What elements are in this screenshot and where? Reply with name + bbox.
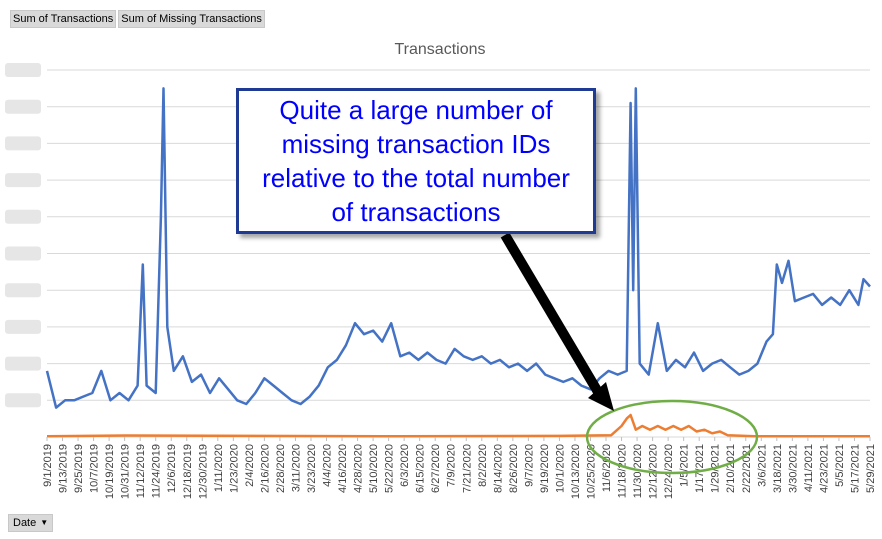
- x-tick-label: 12/24/2020: [663, 444, 675, 499]
- y-tick-label-blurred: [5, 173, 41, 188]
- series-line-missing-transactions: [46, 413, 870, 438]
- x-tick-label: 9/1/2019: [42, 444, 54, 487]
- x-tick-label: 10/1/2020: [554, 444, 566, 493]
- x-tick-label: 9/25/2019: [73, 444, 85, 493]
- dropdown-arrow-icon: ▼: [40, 518, 49, 527]
- x-tick-label: 2/4/2020: [244, 444, 256, 487]
- y-tick-label-blurred: [5, 99, 41, 114]
- callout-arrow: [500, 232, 614, 411]
- x-tick-label: 6/15/2020: [415, 444, 427, 493]
- x-tick-label: 8/26/2020: [508, 444, 520, 493]
- x-tick-label: 3/11/2020: [290, 444, 302, 492]
- x-tick-label: 9/13/2019: [58, 444, 70, 493]
- date-filter-button[interactable]: Date ▼: [8, 514, 54, 532]
- x-tick-label: 7/9/2020: [446, 444, 458, 487]
- x-tick-label: 4/11/2021: [803, 444, 815, 492]
- x-tick-label: 4/4/2020: [322, 444, 334, 487]
- x-tick-label: 2/10/2021: [725, 444, 737, 493]
- x-tick-label: 10/13/2020: [570, 444, 582, 499]
- x-tick-label: 9/19/2020: [539, 444, 551, 493]
- x-tick-label: 1/11/2020: [213, 444, 225, 492]
- x-tick-label: 4/23/2021: [818, 444, 830, 493]
- x-axis-ticks: 9/1/2019 9/13/2019 9/25/2019 10/7/2019 10/19…: [42, 437, 877, 499]
- x-tick-label: 5/10/2020: [368, 444, 380, 493]
- y-tick-label-blurred: [5, 283, 41, 298]
- y-tick-label-blurred: [5, 393, 41, 408]
- x-tick-label: 8/14/2020: [492, 444, 504, 493]
- x-tick-label: 3/30/2021: [787, 444, 799, 493]
- x-tick-label: 2/16/2020: [259, 444, 271, 493]
- x-tick-label: 12/6/2019: [166, 444, 178, 493]
- x-tick-label: 4/28/2020: [353, 444, 365, 493]
- x-tick-label: 11/6/2020: [601, 444, 613, 492]
- x-tick-label: 5/5/2021: [834, 444, 846, 487]
- series-line-transactions: [45, 87, 871, 409]
- x-tick-label: 5/29/2021: [865, 444, 877, 493]
- y-tick-label-blurred: [5, 63, 41, 77]
- y-tick-label-blurred: [5, 319, 41, 334]
- x-tick-label: 12/30/2019: [197, 444, 209, 499]
- y-axis-labels-blurred: [5, 63, 41, 408]
- x-tick-label: 4/16/2020: [337, 444, 349, 493]
- callout-text: Quite a large number of missing transact…: [262, 95, 570, 227]
- sum-of-missing-transactions-button[interactable]: Sum of Missing Transactions: [118, 10, 265, 28]
- y-tick-label-blurred: [5, 136, 41, 151]
- x-tick-label: 10/19/2019: [104, 444, 116, 499]
- y-tick-label-blurred: [5, 246, 41, 261]
- highlight-ellipse: [585, 399, 759, 475]
- x-tick-label: 3/18/2021: [772, 444, 784, 493]
- x-tick-label: 1/5/2021: [679, 444, 691, 487]
- x-tick-label: 2/28/2020: [275, 444, 287, 493]
- x-tick-label: 12/18/2019: [182, 444, 194, 499]
- x-tick-label: 8/2/2020: [477, 444, 489, 487]
- y-tick-label-blurred: [5, 209, 41, 224]
- series-group: [45, 87, 871, 438]
- x-tick-label: 10/7/2019: [89, 444, 101, 493]
- x-tick-label: 3/6/2021: [756, 444, 768, 487]
- sum-of-transactions-button[interactable]: Sum of Transactions: [10, 10, 117, 28]
- x-tick-label: 11/24/2019: [151, 444, 163, 498]
- date-filter-label: Date: [13, 517, 37, 529]
- x-tick-label: 7/21/2020: [461, 444, 473, 493]
- x-tick-label: 9/7/2020: [523, 444, 535, 487]
- x-tick-label: 6/3/2020: [399, 444, 411, 487]
- y-tick-label-blurred: [5, 356, 41, 371]
- x-tick-label: 11/18/2020: [617, 444, 629, 498]
- x-tick-label: 11/12/2019: [135, 444, 147, 498]
- x-tick-label: 5/22/2020: [384, 444, 396, 493]
- x-tick-label: 3/23/2020: [306, 444, 318, 493]
- x-tick-label: 1/17/2021: [694, 444, 706, 493]
- x-tick-label: 10/31/2019: [120, 444, 132, 499]
- x-tick-label: 1/23/2020: [228, 444, 240, 493]
- chart-title: Transactions: [395, 41, 486, 58]
- gridlines: [47, 69, 870, 438]
- x-tick-label: 6/27/2020: [430, 444, 442, 493]
- callout-box: Quite a large number of missing transact…: [236, 88, 596, 234]
- x-tick-label: 5/17/2021: [849, 444, 861, 493]
- x-tick-label: 10/25/2020: [585, 444, 597, 499]
- pivot-field-buttons: Sum of Transactions Sum of Missing Trans…: [10, 10, 265, 28]
